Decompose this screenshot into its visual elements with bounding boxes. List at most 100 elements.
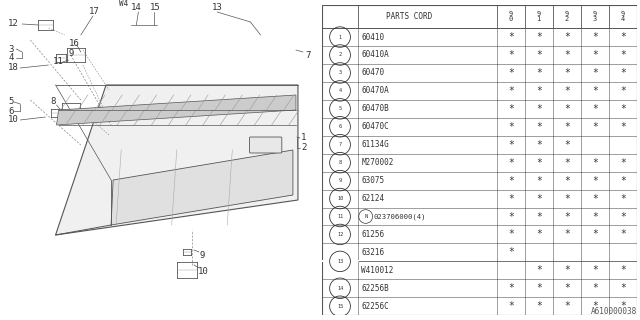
Text: *: *	[592, 212, 598, 221]
Text: 14: 14	[131, 4, 142, 12]
Text: *: *	[620, 194, 626, 204]
Text: *: *	[620, 229, 626, 239]
Text: 18: 18	[8, 63, 19, 73]
Text: *: *	[620, 50, 626, 60]
Text: *: *	[508, 194, 514, 204]
Text: 7: 7	[339, 142, 342, 147]
Text: W410012: W410012	[362, 266, 394, 275]
Text: 60410: 60410	[362, 33, 385, 42]
Text: *: *	[592, 32, 598, 42]
Text: *: *	[564, 265, 570, 275]
Text: *: *	[564, 194, 570, 204]
Text: *: *	[620, 265, 626, 275]
Text: 15: 15	[337, 304, 343, 309]
Text: *: *	[508, 283, 514, 293]
Text: *: *	[536, 301, 541, 311]
Text: 3: 3	[339, 70, 342, 76]
Text: *: *	[508, 229, 514, 239]
Text: 11: 11	[52, 58, 63, 67]
Text: *: *	[536, 176, 541, 186]
Text: 4: 4	[8, 53, 13, 62]
Text: *: *	[536, 122, 541, 132]
Text: *: *	[564, 86, 570, 96]
Text: *: *	[620, 301, 626, 311]
Text: *: *	[564, 122, 570, 132]
Text: *: *	[536, 158, 541, 168]
Text: 16: 16	[68, 38, 79, 47]
Text: *: *	[620, 158, 626, 168]
Text: 60470C: 60470C	[362, 122, 389, 131]
Text: *: *	[620, 283, 626, 293]
Text: 9
2: 9 2	[564, 11, 569, 22]
Text: 2: 2	[301, 143, 307, 153]
Text: 2: 2	[339, 52, 342, 58]
Text: N: N	[364, 214, 367, 219]
Text: *: *	[592, 265, 598, 275]
Text: 3: 3	[8, 44, 13, 53]
Text: *: *	[564, 140, 570, 150]
Text: 60470B: 60470B	[362, 104, 389, 113]
Text: 63075: 63075	[362, 176, 385, 185]
Text: *: *	[508, 247, 514, 257]
Text: *: *	[536, 265, 541, 275]
Text: *: *	[536, 68, 541, 78]
Text: *: *	[592, 194, 598, 204]
Text: *: *	[564, 50, 570, 60]
Text: *: *	[564, 229, 570, 239]
Text: *: *	[508, 212, 514, 221]
Text: *: *	[508, 104, 514, 114]
Text: *: *	[592, 50, 598, 60]
Text: *: *	[508, 86, 514, 96]
Text: 60470: 60470	[362, 68, 385, 77]
Text: 13: 13	[337, 259, 343, 264]
Text: 17: 17	[89, 7, 100, 17]
Text: 13: 13	[212, 4, 223, 12]
Text: *: *	[620, 32, 626, 42]
Text: *: *	[508, 32, 514, 42]
Text: M270002: M270002	[362, 158, 394, 167]
Text: 1: 1	[301, 133, 307, 142]
Text: W4: W4	[119, 0, 129, 9]
Text: 60470A: 60470A	[362, 86, 389, 95]
Text: 11: 11	[337, 214, 343, 219]
Text: 9
4: 9 4	[621, 11, 625, 22]
Text: *: *	[508, 158, 514, 168]
Text: *: *	[536, 194, 541, 204]
Text: 8: 8	[339, 160, 342, 165]
Text: 5: 5	[339, 106, 342, 111]
Text: *: *	[508, 176, 514, 186]
Text: 6: 6	[8, 107, 13, 116]
Text: 63216: 63216	[362, 248, 385, 257]
Text: 62256C: 62256C	[362, 302, 389, 311]
Text: 023706000(4): 023706000(4)	[374, 213, 426, 220]
Text: *: *	[592, 229, 598, 239]
Text: 9
1: 9 1	[536, 11, 541, 22]
Text: *: *	[620, 86, 626, 96]
FancyBboxPatch shape	[250, 137, 282, 153]
Text: *: *	[536, 86, 541, 96]
Text: *: *	[592, 301, 598, 311]
Text: *: *	[536, 283, 541, 293]
Text: 6: 6	[339, 124, 342, 129]
Text: A610000038: A610000038	[591, 307, 637, 316]
Text: 12: 12	[8, 20, 19, 28]
Text: *: *	[564, 32, 570, 42]
Text: *: *	[564, 68, 570, 78]
Text: 10: 10	[198, 268, 209, 276]
Text: *: *	[620, 176, 626, 186]
Text: *: *	[592, 86, 598, 96]
Text: *: *	[508, 140, 514, 150]
Text: *: *	[592, 283, 598, 293]
Text: *: *	[564, 158, 570, 168]
Text: 60410A: 60410A	[362, 51, 389, 60]
Text: 4: 4	[339, 88, 342, 93]
Text: *: *	[592, 176, 598, 186]
Text: *: *	[620, 212, 626, 221]
Text: 61134G: 61134G	[362, 140, 389, 149]
Text: *: *	[536, 140, 541, 150]
Text: PARTS CORD: PARTS CORD	[386, 12, 433, 21]
Text: *: *	[564, 301, 570, 311]
Text: 12: 12	[337, 232, 343, 237]
Text: *: *	[620, 68, 626, 78]
Text: 9: 9	[68, 49, 74, 58]
